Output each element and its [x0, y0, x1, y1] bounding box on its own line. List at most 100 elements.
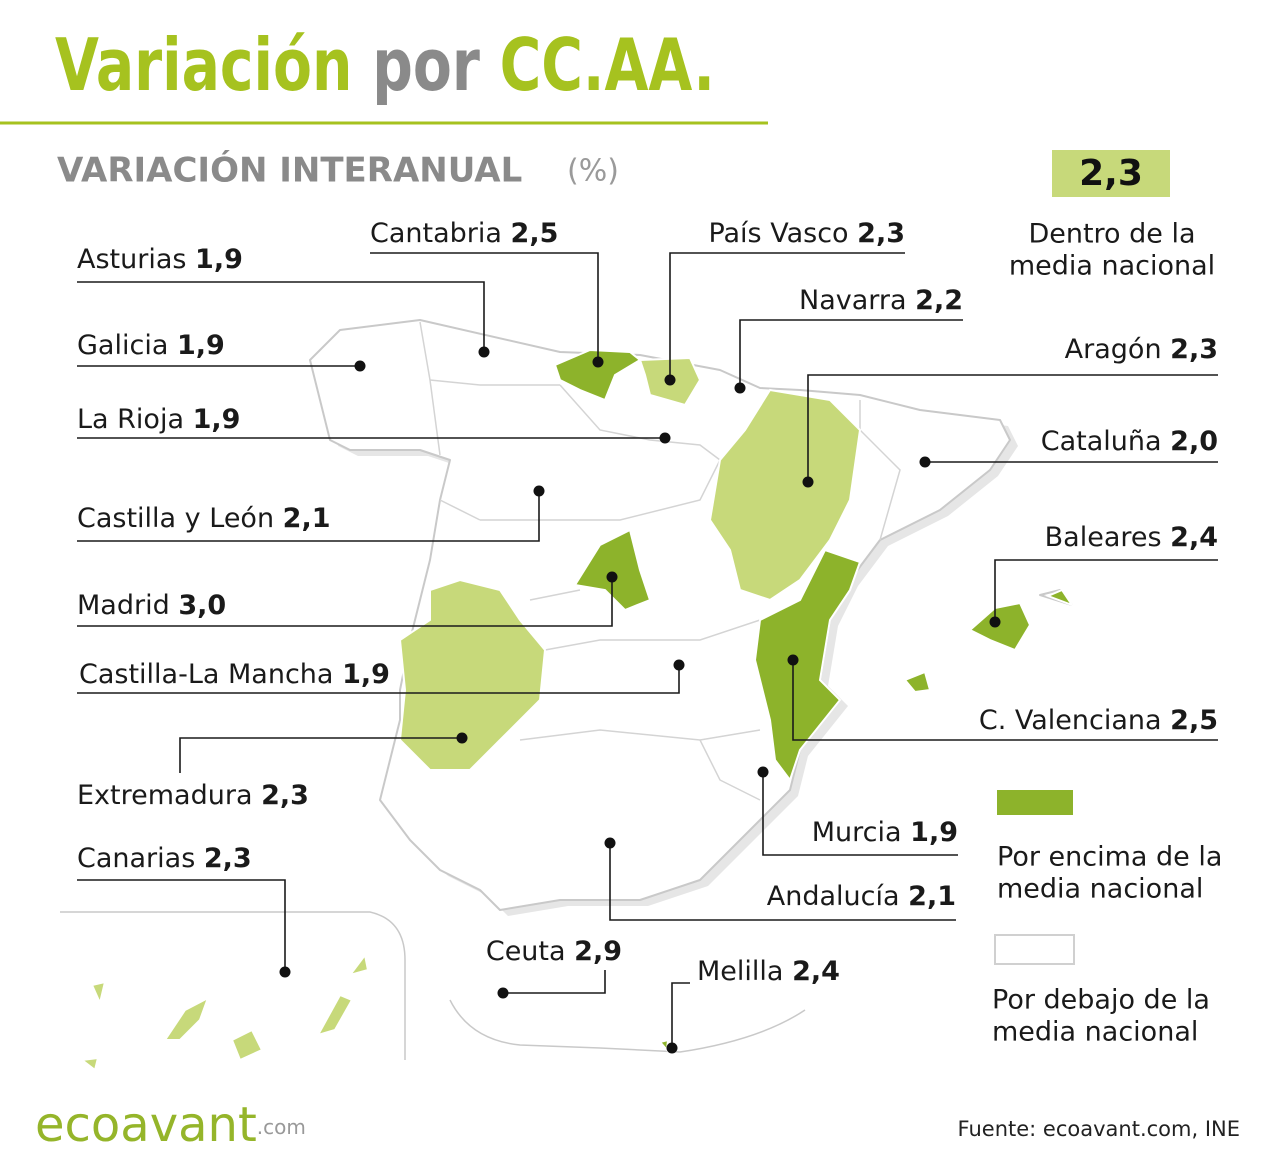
legend-text: Dentro de la: [1028, 219, 1195, 250]
region-shape: [573, 528, 652, 612]
leader-dot: [354, 360, 366, 372]
legend-text: Por encima de la: [997, 842, 1222, 873]
region-value: 2,2: [915, 285, 963, 316]
title-part: Variación: [55, 23, 352, 107]
region-border: [419, 321, 901, 801]
region-name: Castilla-La Mancha: [79, 659, 333, 690]
region-shape: [753, 548, 862, 783]
region-value: 2,1: [283, 503, 331, 534]
leader-dot: [606, 571, 618, 583]
leader-dot: [787, 654, 799, 666]
leader-dot: [497, 987, 509, 999]
region-value: 2,0: [1170, 426, 1218, 457]
leader-line: [671, 982, 690, 1048]
leader-line: [77, 879, 286, 972]
leader-line: [77, 577, 613, 627]
region-shapes: [79, 348, 1075, 1072]
canarias-inset: [60, 911, 406, 1060]
region-label: C. Valenciana 2,5: [979, 705, 1218, 736]
region-label: Navarra 2,2: [799, 285, 963, 316]
leader-dot: [734, 382, 746, 394]
region-label: Murcia 1,9: [812, 817, 958, 848]
region-name: Madrid: [77, 590, 170, 621]
region-label: Aragón 2,3: [1065, 334, 1218, 365]
region-label: La Rioja 1,9: [77, 404, 240, 435]
national-box: [1052, 150, 1170, 197]
region-name: Aragón: [1065, 334, 1162, 365]
region-label: Madrid 3,0: [77, 590, 226, 621]
region-value: 1,9: [195, 244, 243, 275]
region-name: Cantabria: [370, 218, 502, 249]
region-value: 2,3: [204, 843, 252, 874]
region-shape: [163, 995, 210, 1041]
region-value: 2,3: [1170, 334, 1218, 365]
leader-line: [994, 559, 1218, 622]
region-name: Ceuta: [486, 936, 566, 967]
leader-line: [503, 970, 606, 994]
africa-coast: [449, 999, 806, 1053]
unit: (%): [567, 154, 619, 189]
region-name: Cataluña: [1041, 426, 1162, 457]
national-value: 2,3: [1079, 153, 1143, 194]
leader-line: [370, 252, 599, 362]
region-shape: [230, 1028, 264, 1062]
leader-dot: [279, 966, 291, 978]
region-value: 2,4: [792, 956, 840, 987]
logo-name: ecoavant: [35, 1097, 257, 1153]
leader-dot: [604, 837, 616, 849]
region-name: C. Valenciana: [979, 705, 1162, 736]
leader-line: [77, 665, 680, 694]
leader-dot: [478, 346, 490, 358]
region-value: 2,1: [908, 881, 956, 912]
region-value: 2,9: [574, 936, 622, 967]
region-value: 2,3: [857, 218, 905, 249]
region-name: Navarra: [799, 285, 907, 316]
region-shape: [903, 670, 932, 694]
leader-line: [807, 374, 1218, 482]
legend-text: media nacional: [997, 874, 1203, 905]
leader-dot: [533, 485, 545, 497]
leader-dot: [659, 432, 671, 444]
legend-swatch: [997, 790, 1073, 815]
region-shape: [79, 1056, 100, 1072]
region-label: Canarias 2,3: [77, 843, 252, 874]
region-value: 1,9: [910, 817, 958, 848]
leader-dot: [592, 356, 604, 368]
leader-dot: [757, 766, 769, 778]
region-value: 1,9: [193, 404, 241, 435]
leader-dot: [802, 476, 814, 488]
region-name: Melilla: [697, 956, 783, 987]
title-part: por: [372, 23, 480, 107]
region-value: 1,9: [177, 330, 225, 361]
title: Variación por CC.AA.: [55, 23, 715, 107]
region-value: 1,9: [342, 659, 390, 690]
region-name: Asturias: [77, 244, 186, 275]
region-label: Asturias 1,9: [77, 244, 243, 275]
region-label: Andalucía 2,1: [767, 881, 956, 912]
region-label: Melilla 2,4: [697, 956, 840, 987]
legend-text: media nacional: [992, 1017, 1198, 1048]
leader-line: [669, 252, 905, 380]
leader-line: [77, 281, 485, 352]
leader-line: [792, 660, 1218, 741]
region-value: 3,0: [178, 590, 226, 621]
region-label: Galicia 1,9: [77, 330, 225, 361]
legend-text: media nacional: [1009, 251, 1215, 282]
region-name: Andalucía: [767, 881, 900, 912]
leader-dot: [919, 456, 931, 468]
region-name: Canarias: [77, 843, 195, 874]
region-name: La Rioja: [77, 404, 184, 435]
region-name: Galicia: [77, 330, 168, 361]
leader-line: [179, 737, 462, 773]
region-label: País Vasco 2,3: [708, 218, 905, 249]
region-label: Castilla y León 2,1: [77, 503, 331, 534]
leader-dot: [989, 616, 1001, 628]
region-label: Extremadura 2,3: [77, 780, 309, 811]
region-value: 2,3: [261, 780, 309, 811]
region-value: 2,5: [511, 218, 559, 249]
leader-line: [739, 319, 963, 388]
region-name: Castilla y León: [77, 503, 274, 534]
leader-line: [609, 843, 956, 921]
region-shape: [1045, 588, 1075, 608]
region-label: Cataluña 2,0: [1041, 426, 1218, 457]
